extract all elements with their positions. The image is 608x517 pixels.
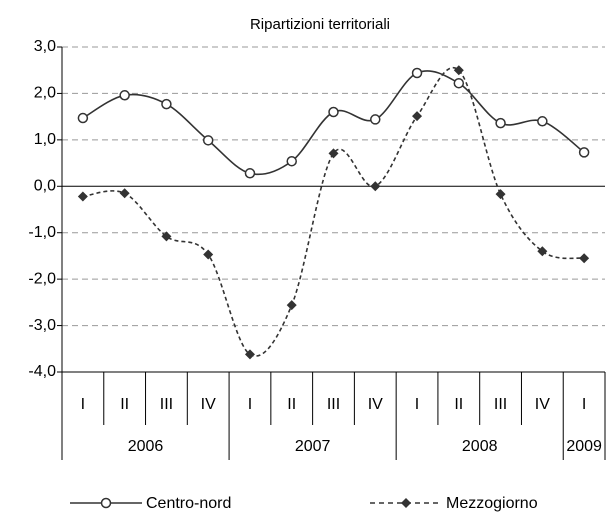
year-label: 2007	[295, 438, 331, 455]
point-marker	[244, 168, 256, 179]
point-marker	[495, 117, 506, 129]
x-tick-label: III	[494, 396, 507, 413]
x-tick-label: III	[327, 396, 340, 413]
point-marker	[119, 90, 130, 101]
series-line	[82, 70, 585, 176]
point-marker	[328, 106, 339, 118]
x-tick-label: I	[582, 396, 586, 413]
point-marker	[370, 114, 381, 125]
x-tick-label: I	[248, 396, 252, 413]
y-tick-label: 1,0	[34, 131, 56, 148]
x-tick-label: I	[415, 396, 419, 413]
x-tick-label: IV	[368, 396, 383, 413]
x-tick-label: II	[120, 396, 129, 413]
y-tick-label: -3,0	[28, 317, 56, 334]
point-marker	[244, 349, 255, 360]
point-marker	[495, 189, 506, 200]
point-marker	[286, 155, 297, 167]
point-marker	[453, 65, 464, 76]
point-marker	[412, 111, 423, 122]
point-marker	[401, 498, 411, 508]
point-marker	[578, 147, 590, 158]
point-marker	[202, 135, 214, 146]
point-marker	[119, 188, 130, 199]
point-marker	[161, 98, 172, 110]
point-marker	[453, 77, 465, 89]
point-marker	[77, 191, 88, 202]
x-tick-label: III	[160, 396, 173, 413]
y-tick-label: 2,0	[34, 85, 56, 102]
point-marker	[203, 249, 214, 260]
point-marker	[537, 246, 548, 257]
y-tick-label: -2,0	[28, 270, 56, 287]
year-label: 2006	[128, 438, 164, 455]
point-marker	[161, 231, 172, 242]
point-marker	[537, 116, 548, 127]
y-tick-label: -1,0	[28, 224, 56, 241]
chart-title: Ripartizioni territoriali	[250, 16, 390, 33]
x-tick-label: IV	[201, 396, 216, 413]
year-label: 2008	[462, 438, 498, 455]
x-tick-label: IV	[535, 396, 550, 413]
point-marker	[286, 300, 297, 311]
year-label: 2009	[566, 438, 602, 455]
point-marker	[579, 253, 590, 264]
point-marker	[328, 148, 339, 159]
x-tick-label: I	[81, 396, 85, 413]
y-tick-label: 3,0	[34, 38, 56, 55]
point-marker	[370, 181, 381, 192]
y-tick-label: 0,0	[34, 178, 56, 195]
point-marker	[77, 112, 89, 124]
x-tick-label: II	[454, 396, 463, 413]
point-marker	[411, 67, 423, 79]
y-tick-label: -4,0	[28, 363, 56, 380]
legend-label: Mezzogiorno	[446, 495, 538, 512]
x-tick-label: II	[287, 396, 296, 413]
point-marker	[100, 497, 112, 509]
legend-label: Centro-nord	[146, 495, 231, 512]
